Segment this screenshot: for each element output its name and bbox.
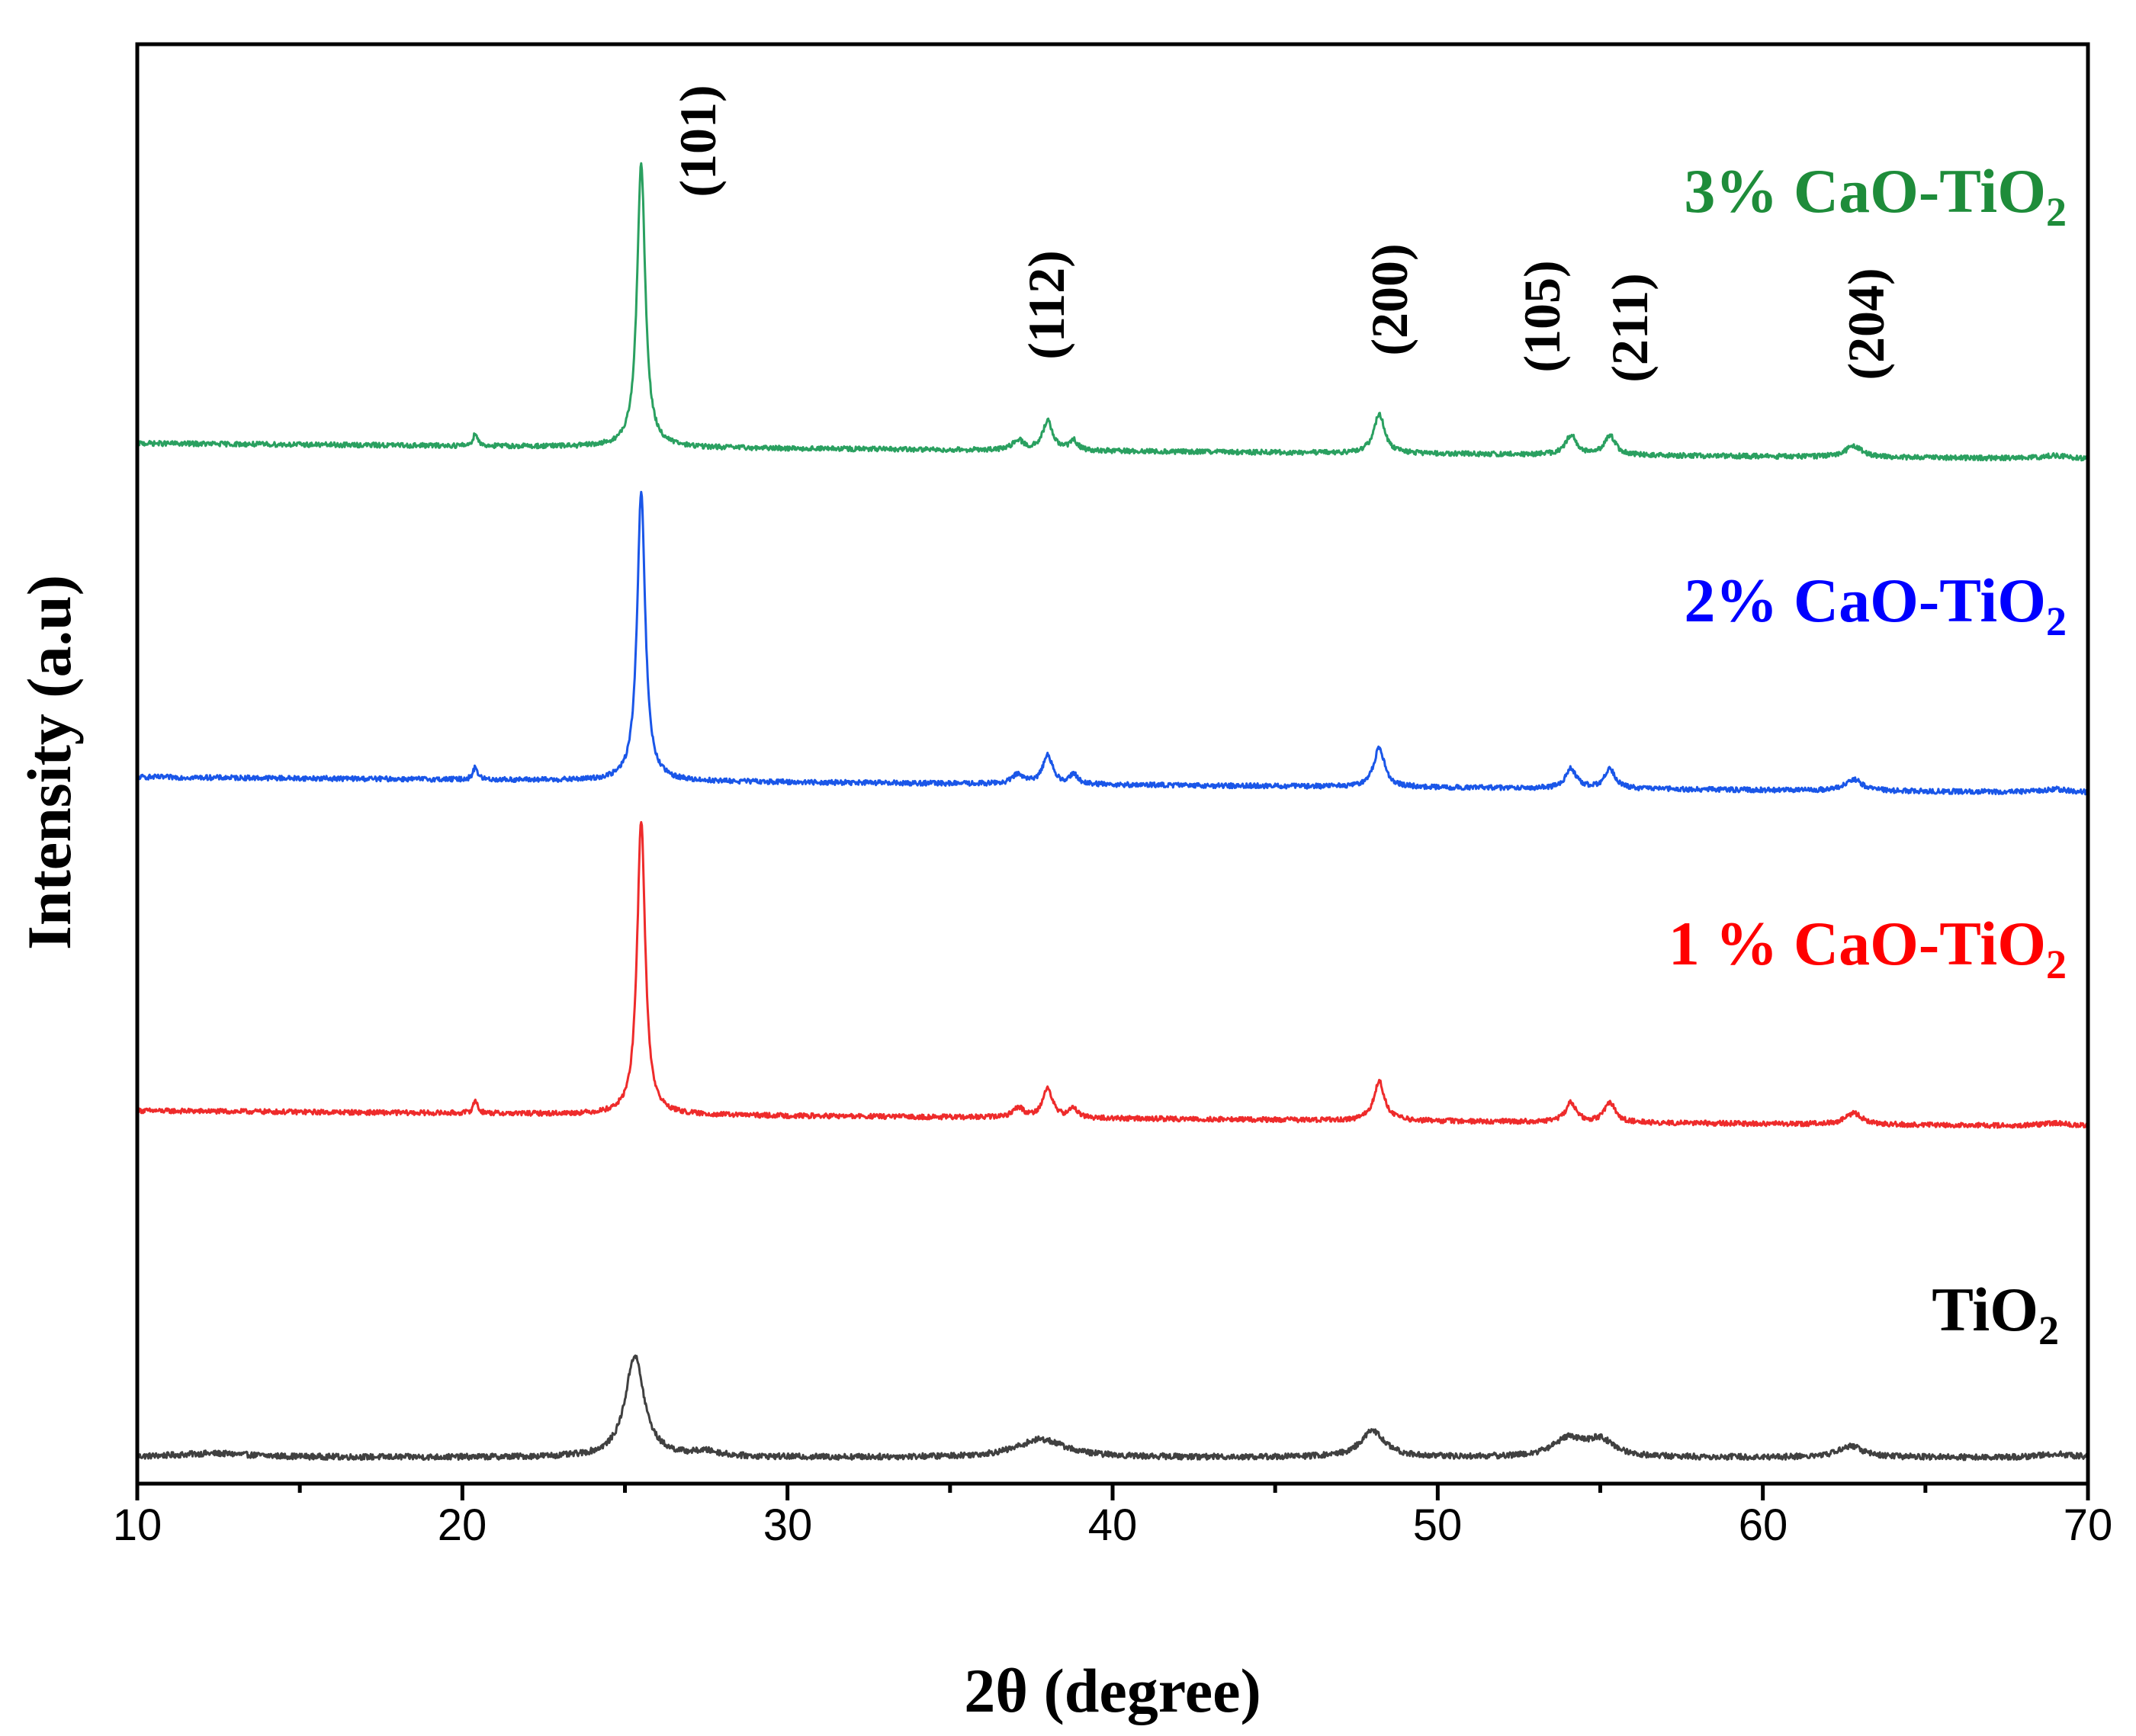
series-line-1-cao-tio2 <box>136 820 2089 1129</box>
x-axis-ticks <box>135 1484 2090 1500</box>
peak-annotations: (101) (112) (200) (105) (211) (204) <box>669 85 1895 382</box>
peak-label-105: (105) <box>1513 260 1571 372</box>
x-tick-label: 20 <box>438 1500 487 1550</box>
traces-group <box>136 162 2089 1462</box>
plot-frame <box>135 42 2090 1486</box>
x-tick-label: 30 <box>763 1500 813 1550</box>
x-tick-label: 60 <box>1739 1500 1788 1550</box>
peak-label-112: (112) <box>1017 250 1075 360</box>
series-labels: TiO2 1 % CaO-TiO2 2% CaO-TiO2 3% CaO-TiO… <box>1669 156 2067 1353</box>
series-label-tio2: TiO2 <box>1932 1275 2059 1353</box>
series-label-2pct: 2% CaO-TiO2 <box>1684 566 2067 644</box>
series-line-tio2 <box>136 1354 2089 1462</box>
x-tick-label: 40 <box>1088 1500 1138 1550</box>
series-line-3-cao-tio2 <box>136 162 2089 462</box>
x-tick-label: 70 <box>2064 1500 2113 1550</box>
x-axis-tick-labels: 10 20 30 40 50 60 70 <box>113 1500 2113 1550</box>
series-label-3pct: 3% CaO-TiO2 <box>1684 156 2067 235</box>
series-label-1pct: 1 % CaO-TiO2 <box>1669 909 2067 987</box>
peak-label-211: (211) <box>1601 273 1659 383</box>
peak-label-200: (200) <box>1360 243 1418 355</box>
x-tick-label: 10 <box>113 1500 162 1550</box>
peak-label-204: (204) <box>1837 268 1895 380</box>
x-tick-label: 50 <box>1413 1500 1463 1550</box>
x-axis-title: 2θ (degree) <box>964 1656 1261 1725</box>
peak-label-101: (101) <box>669 85 727 197</box>
y-axis-title: Intensity (a.u) <box>14 575 84 950</box>
series-line-2-cao-tio2 <box>137 490 2089 796</box>
